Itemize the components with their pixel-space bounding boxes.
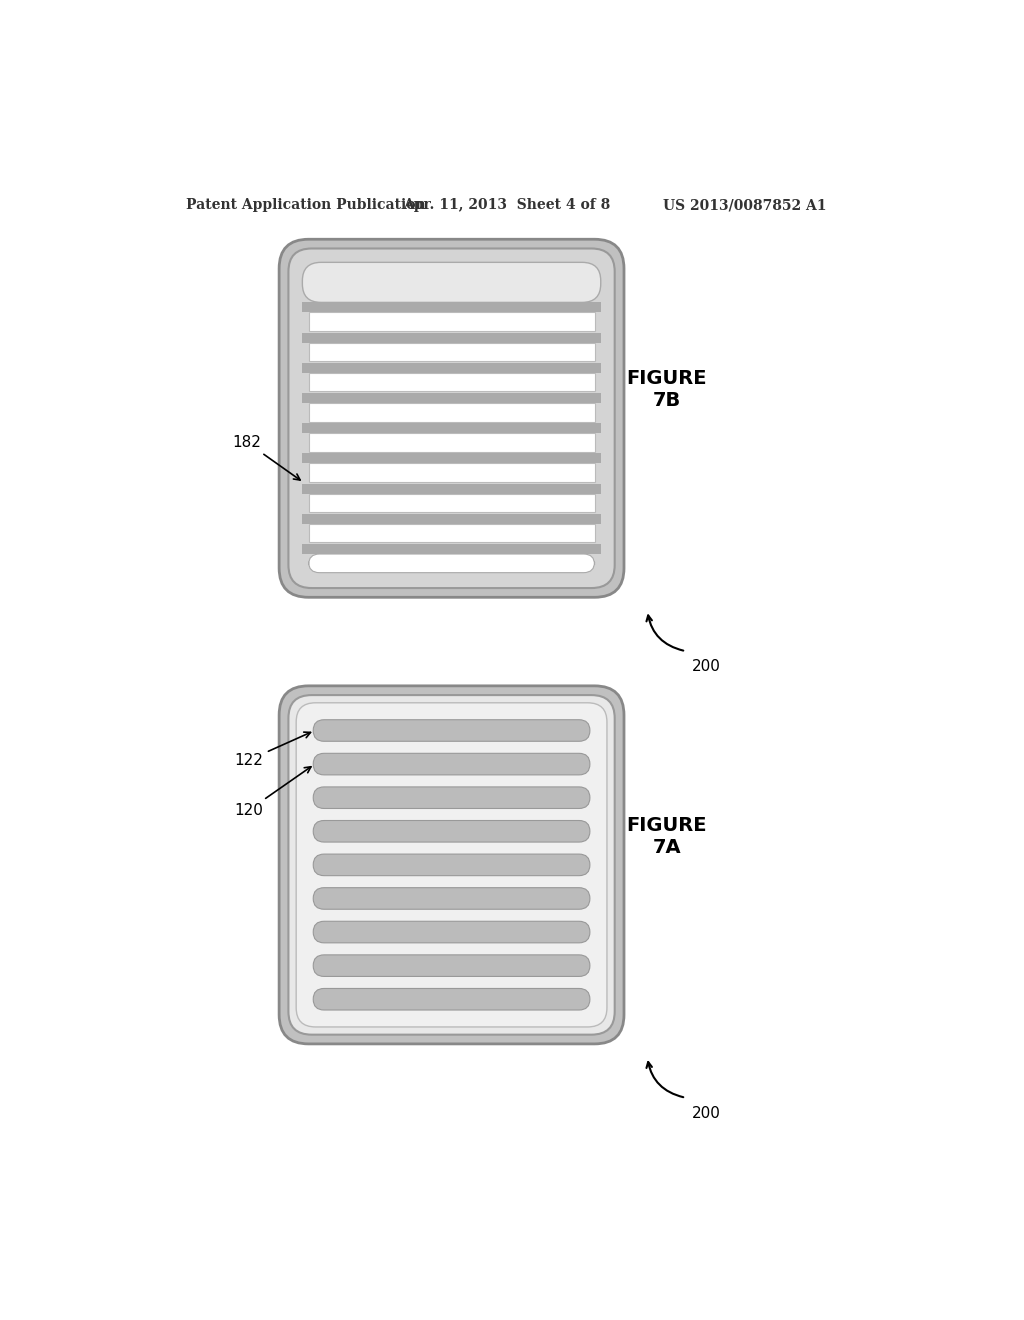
Bar <box>308 403 595 421</box>
Text: 200: 200 <box>692 659 721 675</box>
FancyBboxPatch shape <box>280 239 624 597</box>
Bar <box>302 302 601 313</box>
Bar <box>308 433 595 451</box>
Text: Apr. 11, 2013  Sheet 4 of 8: Apr. 11, 2013 Sheet 4 of 8 <box>403 198 610 213</box>
Bar <box>308 313 595 331</box>
Bar <box>302 393 601 403</box>
Bar <box>302 363 601 372</box>
Bar <box>302 483 601 494</box>
FancyBboxPatch shape <box>296 702 607 1027</box>
Text: FIGURE
7A: FIGURE 7A <box>627 816 707 857</box>
FancyBboxPatch shape <box>313 887 590 909</box>
FancyBboxPatch shape <box>289 248 614 589</box>
Text: US 2013/0087852 A1: US 2013/0087852 A1 <box>663 198 826 213</box>
Bar <box>302 333 601 343</box>
Text: 122: 122 <box>234 733 310 768</box>
FancyBboxPatch shape <box>313 989 590 1010</box>
Bar <box>308 463 595 482</box>
FancyBboxPatch shape <box>313 754 590 775</box>
Bar <box>302 513 601 524</box>
FancyBboxPatch shape <box>313 787 590 808</box>
Text: FIGURE
7B: FIGURE 7B <box>627 370 707 411</box>
Bar <box>308 343 595 362</box>
FancyBboxPatch shape <box>302 263 601 302</box>
Bar <box>302 424 601 433</box>
Text: 120: 120 <box>234 767 311 818</box>
FancyBboxPatch shape <box>313 921 590 942</box>
FancyBboxPatch shape <box>313 821 590 842</box>
Bar <box>308 372 595 392</box>
FancyBboxPatch shape <box>289 696 614 1035</box>
Text: 182: 182 <box>232 434 300 480</box>
Bar <box>302 453 601 463</box>
FancyBboxPatch shape <box>280 686 624 1044</box>
FancyBboxPatch shape <box>313 719 590 742</box>
FancyBboxPatch shape <box>313 854 590 875</box>
FancyBboxPatch shape <box>308 554 595 573</box>
Text: Patent Application Publication: Patent Application Publication <box>186 198 426 213</box>
Text: 200: 200 <box>692 1106 721 1121</box>
Bar <box>308 494 595 512</box>
Bar <box>308 524 595 543</box>
Bar <box>302 544 601 554</box>
FancyBboxPatch shape <box>313 954 590 977</box>
